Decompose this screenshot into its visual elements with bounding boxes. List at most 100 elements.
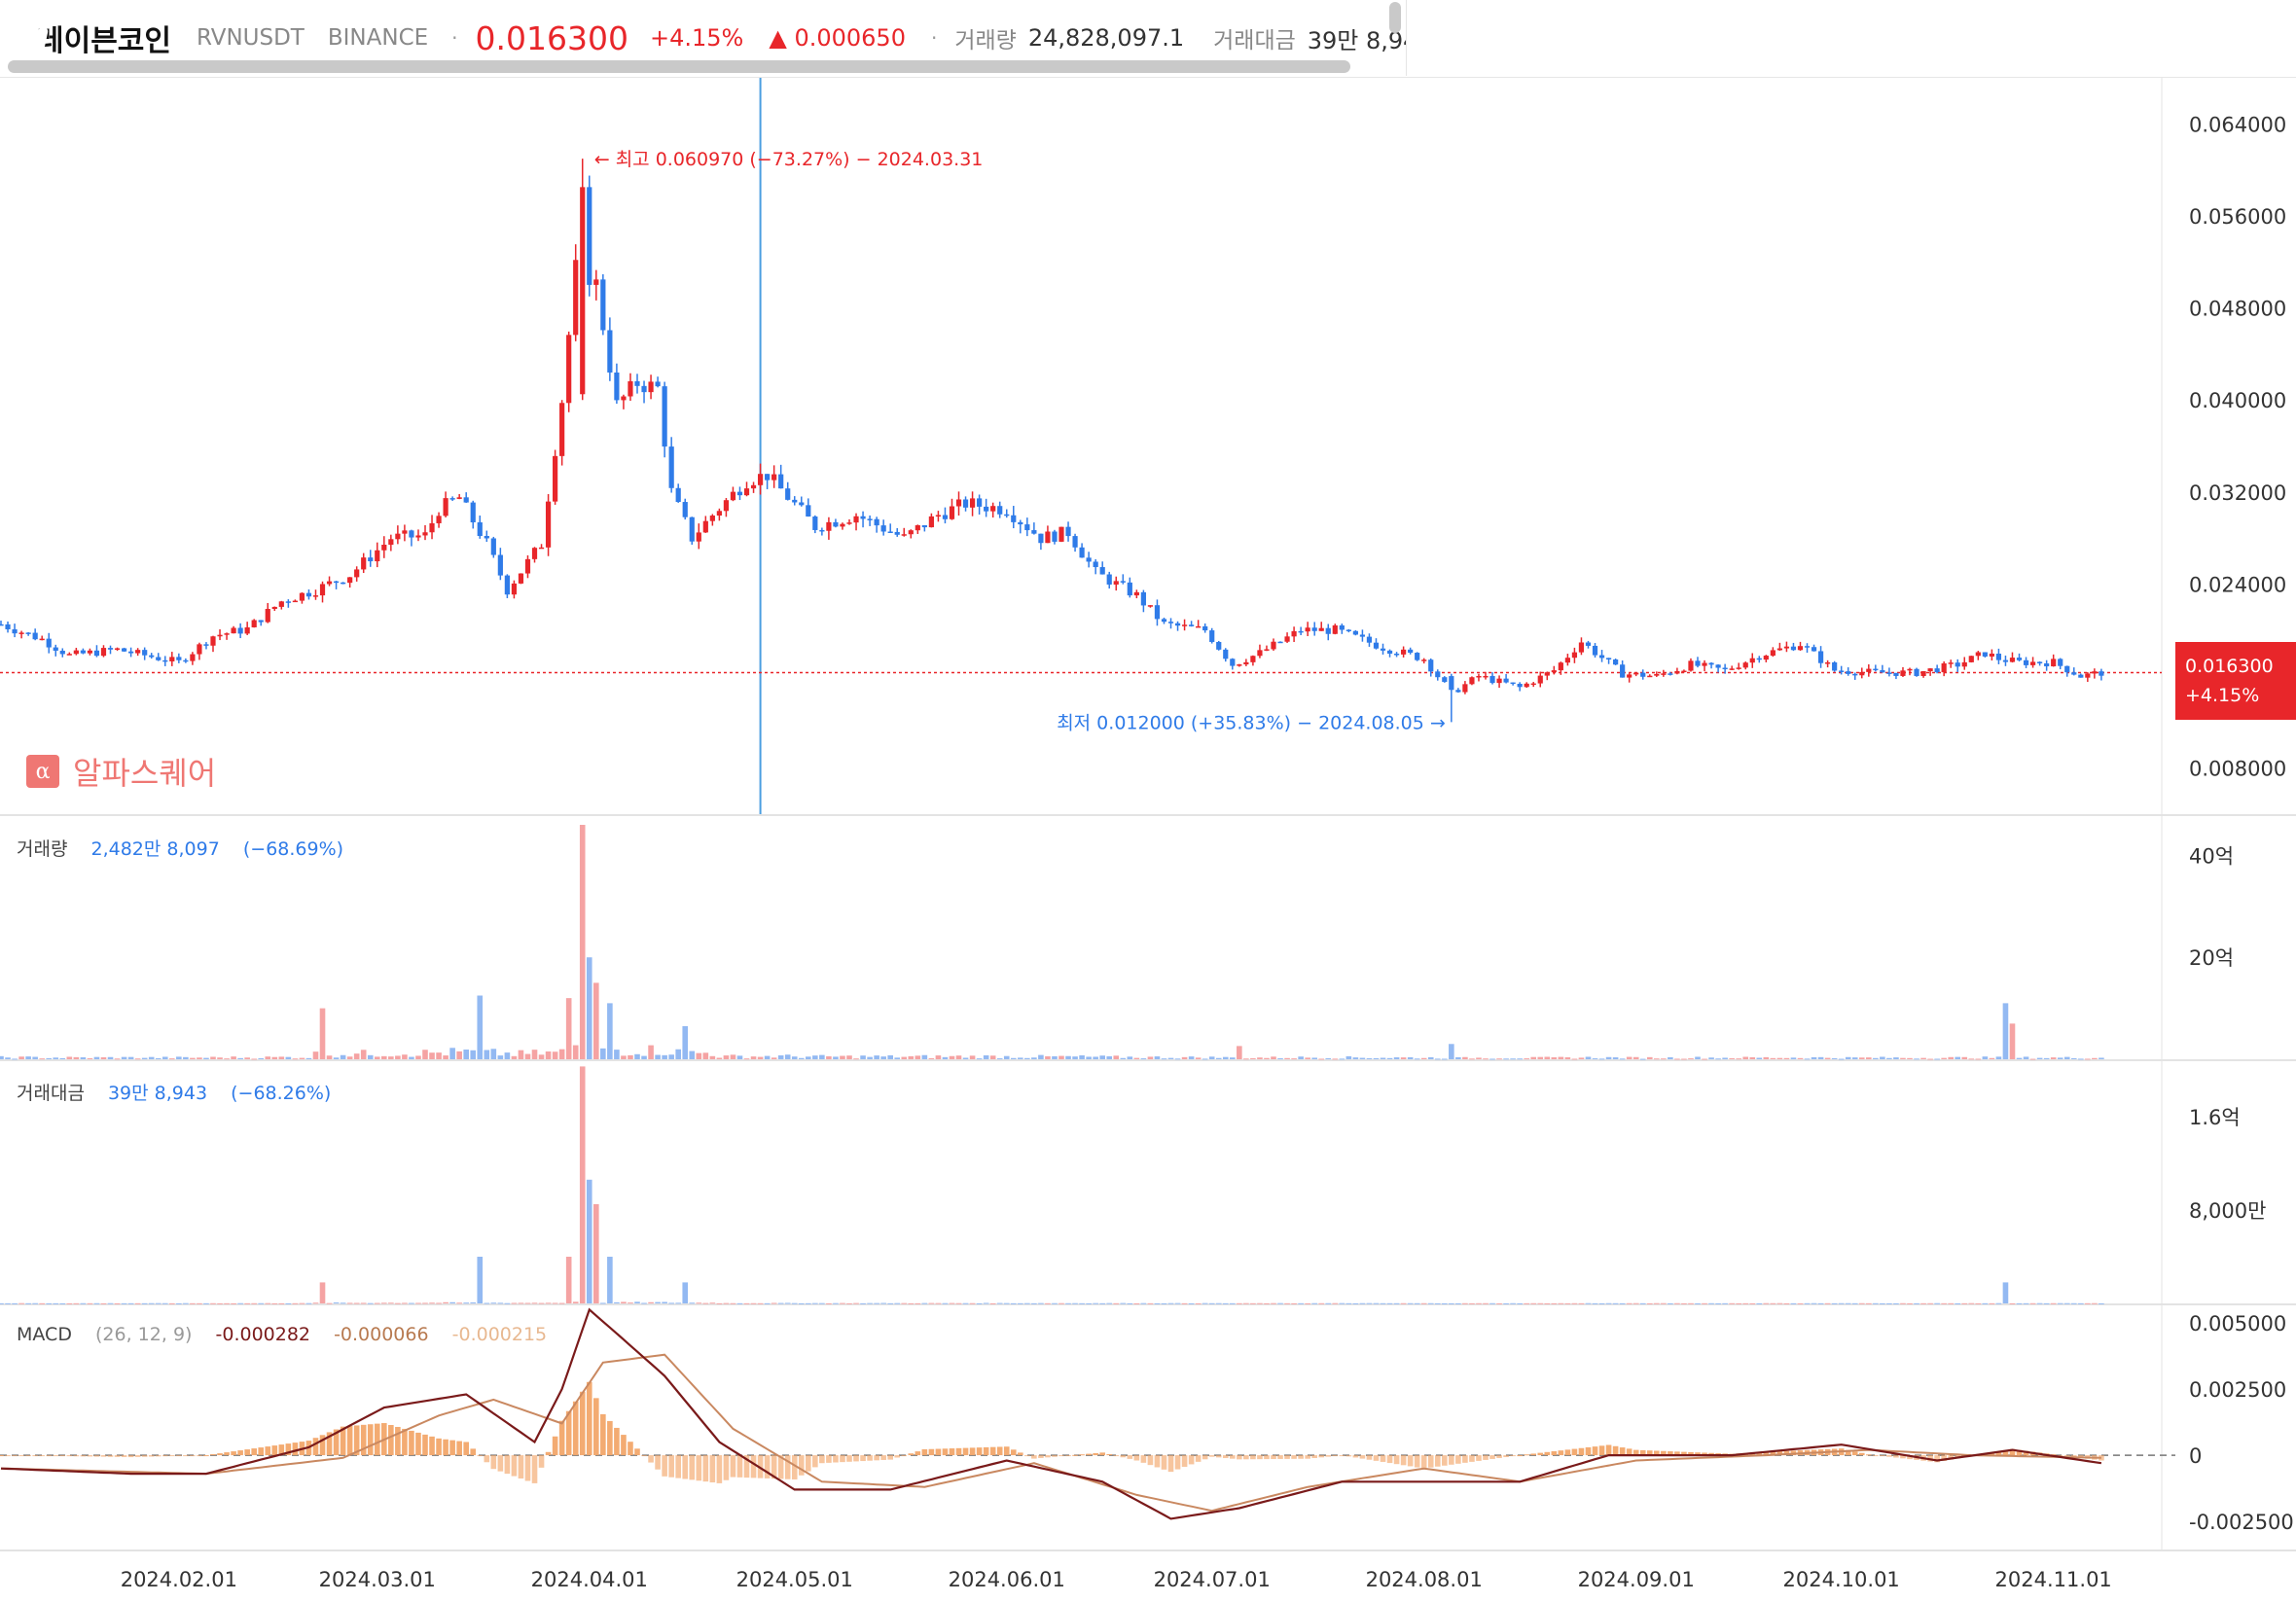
candle-body-2	[12, 628, 18, 634]
amt-bar-196	[1339, 1302, 1345, 1304]
horizontal-scrollbar[interactable]	[8, 60, 1350, 73]
time-axis-tick-7: 2024.09.01	[1578, 1568, 1695, 1591]
amt-bar-127	[867, 1302, 873, 1304]
vol-bar-50	[340, 1054, 346, 1059]
candle-body-286	[1955, 662, 1960, 667]
macd-hist-bar-152	[1038, 1455, 1044, 1458]
vol-bar-233	[1592, 1058, 1598, 1060]
macd-hist-bar-28	[190, 1455, 196, 1457]
price-axis-tick-2: 0.048000	[2189, 298, 2286, 321]
candle-body-59	[402, 530, 408, 534]
amt-bar-199	[1359, 1302, 1366, 1304]
macd-hist-bar-33	[224, 1452, 230, 1456]
macd-hist-bar-85	[579, 1391, 586, 1456]
macd-hist-bar-232	[1585, 1446, 1592, 1456]
vol-axis-tick-0: 40억	[2189, 844, 2234, 868]
vol-bar-199	[1359, 1057, 1366, 1059]
candle-body-79	[538, 547, 545, 550]
amt-bar-205	[1400, 1302, 1407, 1304]
candle-body-19	[128, 651, 134, 654]
vol-bar-167	[1140, 1058, 1147, 1060]
candle-body-33	[224, 633, 230, 635]
macd-hist-bar-95	[648, 1455, 654, 1463]
amt-bar-53	[360, 1302, 367, 1304]
vol-bar-164	[1120, 1057, 1127, 1059]
macd-hist-bar-16	[107, 1455, 114, 1457]
amt-bar-85	[579, 1066, 586, 1303]
candle-body-148	[1011, 515, 1017, 522]
vol-bar-159	[1086, 1056, 1092, 1059]
candle-body-212	[1449, 676, 1454, 691]
macd-hist-bar-221	[1510, 1455, 1516, 1457]
candle-body-66	[449, 498, 455, 500]
vol-bar-201	[1373, 1057, 1380, 1059]
amt-bar-217	[1483, 1302, 1489, 1304]
macd-hist-bar-260	[1776, 1451, 1783, 1456]
candle-body-36	[244, 626, 250, 634]
vol-bar-258	[1763, 1056, 1770, 1059]
macd-hist-bar-166	[1133, 1455, 1140, 1461]
candle-body-67	[456, 497, 462, 499]
amt-bar-192	[1311, 1302, 1317, 1304]
macd-hist-bar-109	[743, 1455, 750, 1478]
amt-bar-129	[880, 1302, 886, 1304]
vol-bar-64	[436, 1052, 442, 1059]
macd-hist-bar-20	[134, 1455, 141, 1457]
vol-bar-296	[2023, 1056, 2029, 1059]
vol-bar-134	[915, 1055, 921, 1059]
vol-bar-121	[826, 1055, 832, 1059]
macd-hist-bar-21	[141, 1455, 148, 1457]
vol-bar-0	[0, 1055, 4, 1059]
vol-bar-74	[504, 1052, 511, 1059]
vol-bar-55	[374, 1056, 380, 1059]
amt-bar-233	[1592, 1302, 1598, 1304]
candle-body-96	[655, 381, 661, 387]
vol-bar-166	[1133, 1057, 1140, 1059]
amt-bar-183	[1250, 1302, 1256, 1304]
macd-hist-bar-301	[2057, 1455, 2063, 1457]
price-tag-value: 0.016300	[2185, 655, 2274, 677]
candle-body-154	[1052, 531, 1058, 542]
macd-hist-bar-235	[1605, 1444, 1612, 1456]
candle-body-192	[1311, 627, 1317, 631]
vol-bar-53	[360, 1050, 367, 1059]
vol-bar-163	[1113, 1055, 1120, 1059]
macd-hist-bar-0	[0, 1455, 4, 1457]
macd-hist-bar-81	[552, 1436, 558, 1456]
amt-bar-70	[477, 1257, 484, 1303]
macd-axis-tick-3: -0.002500	[2189, 1511, 2294, 1534]
candle-body-1	[5, 623, 11, 629]
candle-body-32	[217, 634, 223, 637]
candle-body-222	[1517, 684, 1523, 688]
vertical-scrollbar[interactable]	[1389, 2, 1401, 33]
macd-hist-bar-219	[1496, 1455, 1502, 1458]
amt-bar-279	[1907, 1302, 1913, 1304]
vol-bar-153	[1045, 1055, 1051, 1059]
amt-bar-15	[100, 1302, 107, 1304]
vol-bar-15	[100, 1056, 107, 1059]
candle-body-249	[1702, 662, 1707, 666]
vol-bar-93	[634, 1053, 640, 1059]
candle-body-218	[1489, 675, 1495, 684]
amt-bar-38	[258, 1302, 265, 1304]
amt-bar-18	[121, 1302, 127, 1304]
vol-bar-14	[93, 1056, 100, 1059]
vol-bar-112	[764, 1055, 771, 1059]
amt-bar-212	[1449, 1302, 1454, 1304]
candle-body-156	[1065, 526, 1071, 537]
vol-bar-230	[1571, 1058, 1578, 1060]
vol-bar-289	[1975, 1058, 1982, 1060]
amount-legend-value: 39만 8,943	[107, 1083, 208, 1104]
candle-body-247	[1688, 660, 1694, 671]
macd-hist-bar-78	[531, 1455, 538, 1483]
amt-bar-99	[675, 1302, 681, 1304]
macd-hist-bar-189	[1291, 1455, 1297, 1459]
candle-body-180	[1230, 659, 1236, 666]
vol-bar-24	[161, 1056, 168, 1059]
amt-bar-31	[210, 1302, 216, 1304]
vol-bar-92	[628, 1054, 633, 1059]
vol-bar-180	[1230, 1057, 1236, 1059]
candle-body-71	[484, 535, 489, 539]
amt-bar-208	[1420, 1302, 1427, 1304]
